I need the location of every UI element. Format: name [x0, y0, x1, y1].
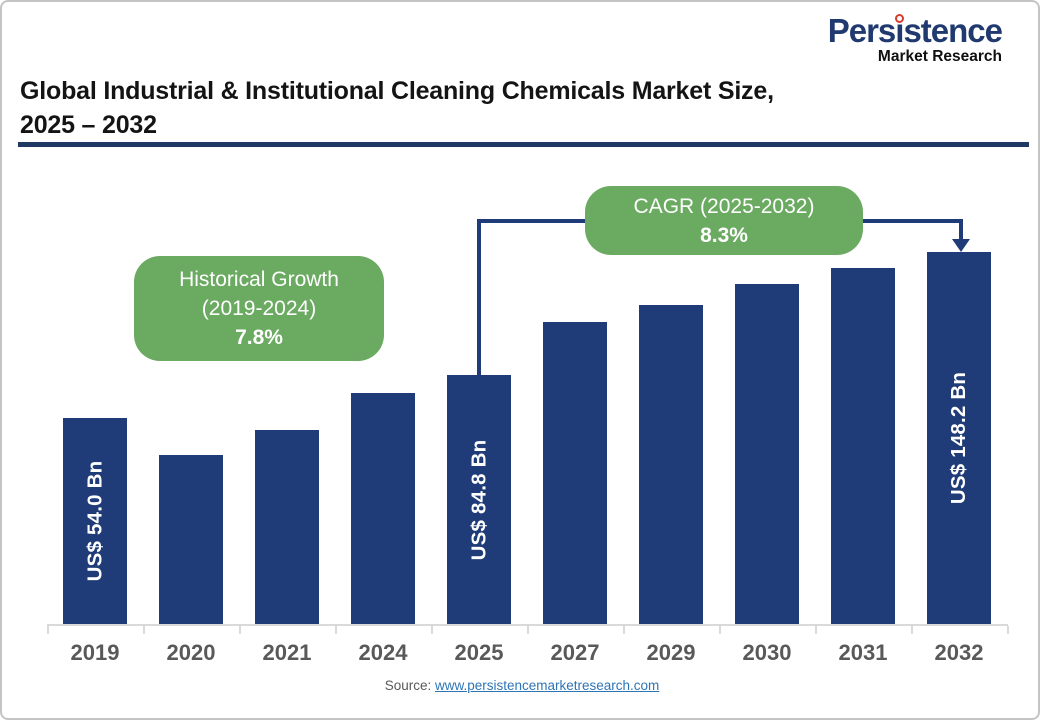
bar-2027 — [543, 322, 607, 624]
x-axis-label-2029: 2029 — [646, 640, 696, 665]
x-axis-label-2027: 2027 — [550, 640, 600, 665]
logo-brand-right: stence — [903, 12, 1003, 49]
cagr-connector-right-vertical-line — [959, 219, 963, 241]
source-line: Source: www.persistencemarketresearch.co… — [2, 678, 1038, 693]
x-axis-label-2030: 2030 — [742, 640, 792, 665]
x-axis-tick — [431, 626, 433, 634]
page-title-line2: 2025 – 2032 — [20, 111, 157, 139]
bar-value-label-2032: US$ 148.2 Bn — [947, 371, 971, 505]
bar-2020 — [159, 455, 223, 624]
cagr-label: CAGR (2025-2032) — [633, 194, 815, 218]
historical-growth-label: Historical Growth — [179, 268, 339, 291]
x-axis-tick — [335, 626, 337, 634]
x-axis-label-2021: 2021 — [262, 640, 312, 665]
bar-value-label-2019: US$ 54.0 Bn — [83, 460, 107, 582]
bar-2031 — [831, 268, 895, 624]
logo-brand-text: Persıstence — [827, 12, 1003, 49]
cagr-value: 8.3% — [700, 223, 748, 247]
logo-brand-left: Pers — [827, 12, 897, 49]
cagr-badge: CAGR (2025-2032) 8.3% — [585, 186, 863, 255]
x-axis-label-2024: 2024 — [358, 640, 408, 665]
bar-2030 — [735, 284, 799, 624]
bar-2021 — [255, 430, 319, 624]
logo-subtitle: Market Research — [877, 48, 1002, 65]
bar-2032: US$ 148.2 Bn — [927, 252, 991, 624]
page-title-line1: Global Industrial & Institutional Cleani… — [20, 77, 774, 105]
x-axis-tick — [719, 626, 721, 634]
title-underline — [18, 142, 1029, 147]
logo: Persıstence Market Research — [827, 12, 1003, 65]
historical-growth-period: (2019-2024) — [201, 297, 317, 320]
x-axis-label-2032: 2032 — [934, 640, 984, 665]
bar-2029 — [639, 305, 703, 624]
bar-2019: US$ 54.0 Bn — [63, 418, 127, 624]
x-axis-label-2025: 2025 — [454, 640, 504, 665]
x-axis-tick — [815, 626, 817, 634]
bar-2025: US$ 84.8 Bn — [447, 375, 511, 624]
page-title: Global Industrial & Institutional Cleani… — [20, 74, 1020, 142]
source-link[interactable]: www.persistencemarketresearch.com — [434, 678, 660, 693]
x-axis-tick — [1007, 626, 1009, 634]
x-axis-tick — [527, 626, 529, 634]
x-axis-label-2020: 2020 — [166, 640, 216, 665]
x-axis-label-2031: 2031 — [838, 640, 888, 665]
x-axis-tick — [623, 626, 625, 634]
cagr-arrow-down-icon — [952, 239, 970, 252]
x-axis-line — [47, 624, 1008, 626]
x-axis-tick — [911, 626, 913, 634]
historical-growth-value: 7.8% — [235, 326, 283, 349]
x-axis-label-2019: 2019 — [70, 640, 120, 665]
x-axis-tick — [239, 626, 241, 634]
x-axis-tick — [47, 626, 49, 634]
bar-2024 — [351, 393, 415, 624]
bar-value-label-2025: US$ 84.8 Bn — [467, 439, 491, 560]
cagr-connector-left-vertical-line — [477, 219, 481, 377]
historical-growth-badge: Historical Growth (2019-2024) 7.8% — [134, 256, 384, 361]
x-axis-tick — [143, 626, 145, 634]
logo-red-dot-i-icon: ı — [895, 12, 905, 49]
source-prefix: Source: — [384, 678, 435, 693]
